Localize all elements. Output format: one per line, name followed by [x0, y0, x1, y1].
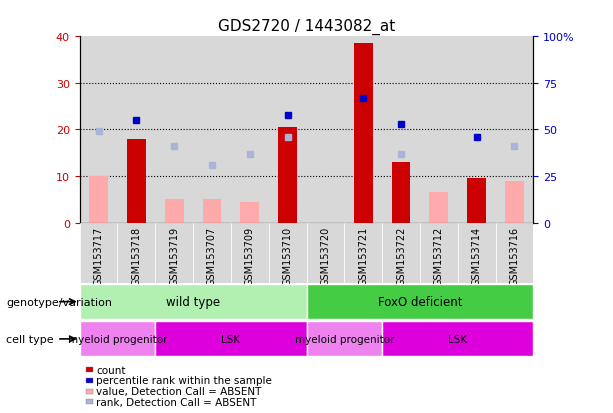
Text: GSM153712: GSM153712 — [434, 226, 444, 285]
Bar — [155, 322, 306, 356]
Text: GSM153722: GSM153722 — [396, 226, 406, 285]
Bar — [382, 37, 420, 223]
Text: GSM153714: GSM153714 — [471, 226, 482, 285]
Bar — [420, 37, 458, 223]
Text: LSK: LSK — [221, 334, 240, 344]
Bar — [268, 223, 306, 283]
Text: GSM153718: GSM153718 — [131, 226, 142, 285]
Text: myeloid progenitor: myeloid progenitor — [68, 334, 167, 344]
Text: GSM153717: GSM153717 — [94, 226, 104, 285]
Bar — [268, 37, 306, 223]
Text: myeloid progenitor: myeloid progenitor — [295, 334, 394, 344]
Bar — [278, 128, 297, 223]
Bar — [467, 179, 486, 223]
Bar — [458, 37, 495, 223]
Bar — [155, 37, 193, 223]
Bar — [345, 37, 382, 223]
Bar — [382, 322, 533, 356]
Bar — [80, 322, 155, 356]
Text: GSM153707: GSM153707 — [207, 226, 217, 285]
Bar — [458, 223, 495, 283]
Bar — [202, 200, 221, 223]
Bar — [231, 223, 268, 283]
Title: GDS2720 / 1443082_at: GDS2720 / 1443082_at — [218, 18, 395, 34]
Bar — [306, 37, 345, 223]
Bar — [89, 177, 108, 223]
Bar — [231, 37, 268, 223]
Bar — [392, 163, 411, 223]
Text: GSM153721: GSM153721 — [358, 226, 368, 285]
Bar — [495, 37, 533, 223]
Text: value, Detection Call = ABSENT: value, Detection Call = ABSENT — [96, 386, 262, 396]
Bar — [193, 223, 231, 283]
Bar — [505, 181, 524, 223]
Bar — [306, 322, 382, 356]
Text: GSM153716: GSM153716 — [509, 226, 519, 285]
Text: GSM153710: GSM153710 — [283, 226, 292, 285]
Text: GSM153720: GSM153720 — [321, 226, 330, 285]
Text: wild type: wild type — [166, 295, 220, 309]
Bar — [420, 223, 458, 283]
Bar — [118, 223, 155, 283]
Bar — [382, 223, 420, 283]
Text: percentile rank within the sample: percentile rank within the sample — [96, 375, 272, 385]
Bar — [306, 285, 533, 319]
Bar — [495, 223, 533, 283]
Bar — [306, 223, 345, 283]
Text: genotype/variation: genotype/variation — [6, 297, 112, 307]
Bar — [429, 193, 448, 223]
Bar — [345, 223, 382, 283]
Text: count: count — [96, 365, 126, 375]
Bar — [354, 44, 373, 223]
Bar — [193, 37, 231, 223]
Bar — [165, 200, 184, 223]
Bar — [80, 285, 306, 319]
Bar — [80, 223, 118, 283]
Bar — [240, 202, 259, 223]
Text: GSM153719: GSM153719 — [169, 226, 179, 285]
Bar — [155, 223, 193, 283]
Text: LSK: LSK — [448, 334, 467, 344]
Text: rank, Detection Call = ABSENT: rank, Detection Call = ABSENT — [96, 397, 257, 407]
Bar — [127, 140, 146, 223]
Text: GSM153709: GSM153709 — [245, 226, 255, 285]
Text: cell type: cell type — [6, 334, 54, 344]
Bar — [118, 37, 155, 223]
Text: FoxO deficient: FoxO deficient — [378, 295, 462, 309]
Bar — [80, 37, 118, 223]
